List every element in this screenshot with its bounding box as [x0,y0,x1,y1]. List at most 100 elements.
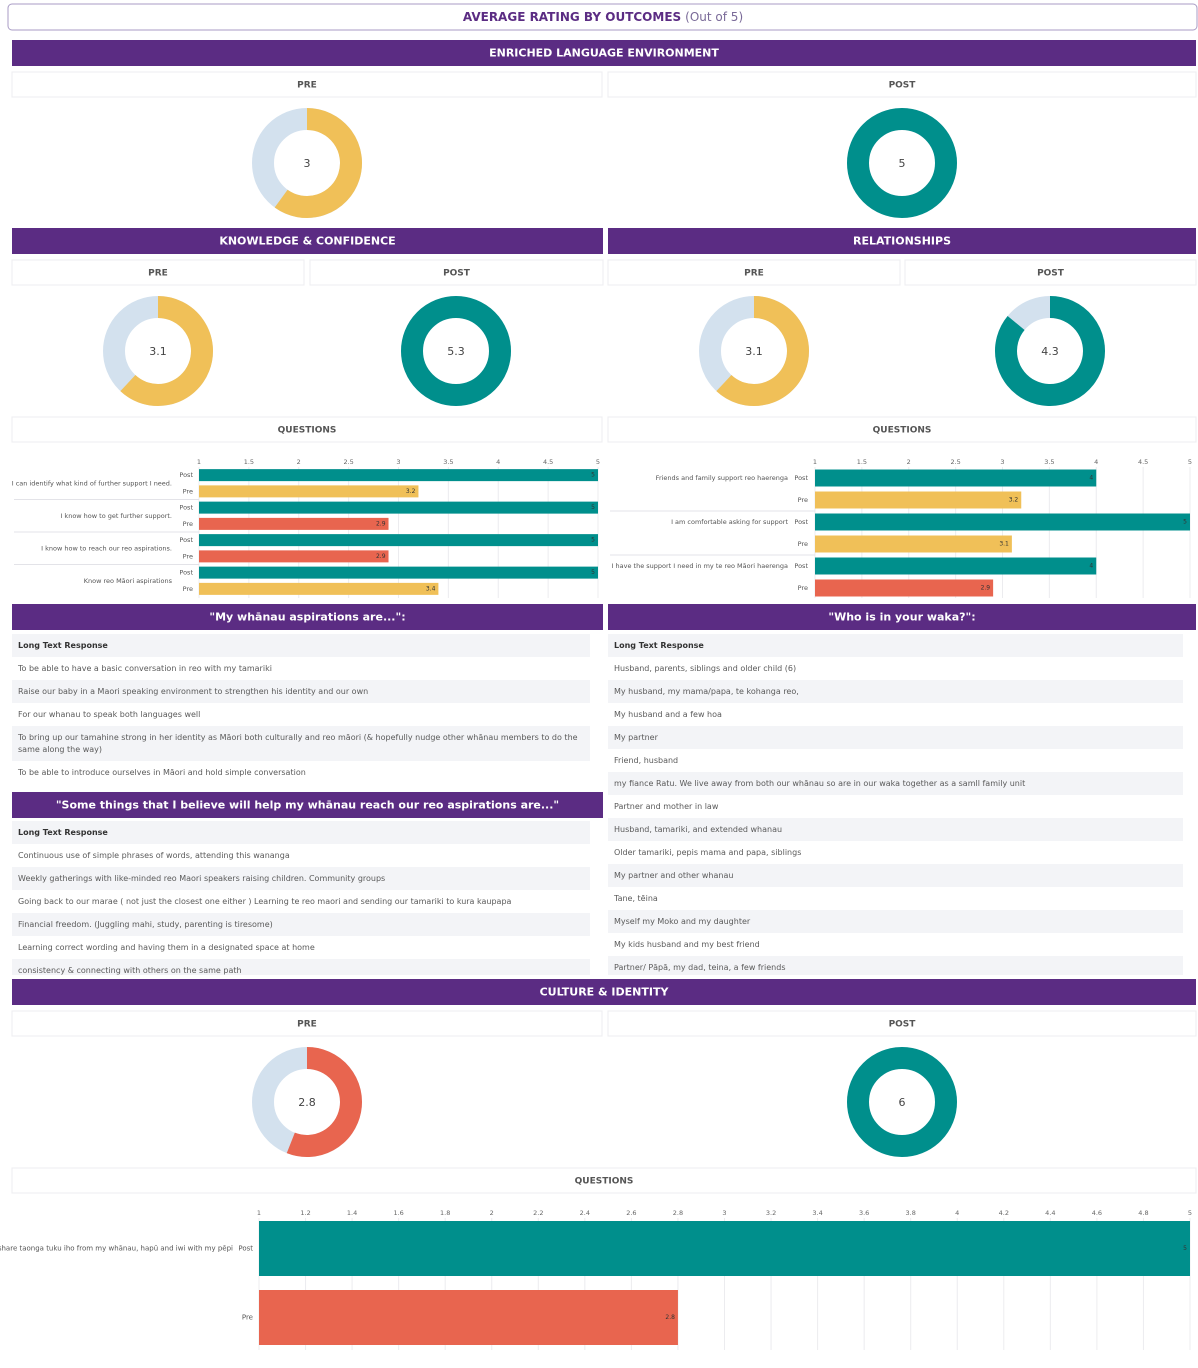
response-table: Long Text Response Continuous use of simp… [12,821,590,975]
bar [815,491,1022,509]
section-title: ENRICHED LANGUAGE ENVIRONMENT [489,47,719,60]
x-tick-label: 4 [496,458,500,466]
x-tick-label: 4.6 [1092,1209,1102,1217]
table-row: Going back to our marae ( not just the c… [18,896,512,906]
bar [815,469,1097,487]
donut-arc [120,296,213,406]
section-title: "My whānau aspirations are...": [209,611,405,624]
header-box [7,3,1198,31]
panel-title: PRE [297,1020,317,1030]
x-tick-label: 3.2 [766,1209,776,1217]
bar-value-label: 5 [1183,519,1187,526]
x-tick-label: 5 [1188,458,1192,466]
section-title: "Some things that I believe will help my… [56,799,559,812]
bar-value-label: 5 [591,504,595,511]
x-tick-label: 3.6 [859,1209,869,1217]
section-bar [12,792,603,818]
section-bar [12,228,603,254]
bar-value-label: 3.2 [1009,497,1019,504]
series-label: Post [179,569,193,577]
x-tick-label: 1.8 [440,1209,450,1217]
series-label: Post [238,1245,253,1253]
donut-arc [995,296,1105,406]
table-row: To bring up our tamahine strong in her i… [12,726,590,761]
x-tick-label: 4.5 [1138,458,1148,466]
x-tick-label: 4.8 [1138,1209,1148,1217]
x-tick-label: 1.6 [393,1209,403,1217]
x-tick-label: 5 [1188,1209,1192,1217]
series-label: Pre [798,540,808,548]
table-row: Weekly gatherings with like-minded reo M… [12,867,590,890]
header-subtitle: (Out of 5) [685,10,743,24]
bar [199,501,598,514]
x-tick-label: 2.6 [626,1209,636,1217]
table-row: To be able to introduce ourselves in Māo… [18,767,306,777]
series-label: Post [794,562,808,570]
bar [199,517,389,530]
x-tick-label: 4.2 [999,1209,1009,1217]
table-row: my fiance Ratu. We live away from both o… [608,772,1183,795]
x-tick-label: 1.2 [300,1209,310,1217]
series-label: Pre [242,1314,253,1322]
header-title: AVERAGE RATING BY OUTCOMES (Out of 5) [463,10,743,24]
panel-title: QUESTIONS [278,426,337,436]
x-tick-label: 1.4 [347,1209,357,1217]
panel-header [607,416,1197,443]
table-row: To be able to have a basic conversation … [18,663,272,673]
table-row: My partner [608,726,1183,749]
panel-header [607,1010,1197,1037]
bar [259,1290,678,1345]
category-label: I can identify what kind of further supp… [12,479,172,487]
x-tick-label: 3.4 [812,1209,822,1217]
section-title: RELATIONSHIPS [853,235,951,248]
x-tick-label: 1.5 [244,458,254,466]
bar-value-label: 3.2 [406,488,416,495]
bar-value-label: 5 [591,472,595,479]
section-title: CULTURE & IDENTITY [540,986,670,999]
table-row: Husband, parents, siblings and older chi… [614,663,797,673]
panel-title: POST [1037,269,1065,279]
section-bar [12,604,603,630]
x-tick-label: 2.5 [343,458,353,466]
category-label: I share taonga tuku iho from my whānau, … [0,1245,233,1253]
series-label: Pre [798,496,808,504]
donut-arc [274,108,362,218]
category-label: I know how to get further support. [60,512,172,520]
donut-value: 6 [899,1096,906,1109]
bar [199,534,598,547]
series-label: Pre [183,487,193,495]
x-tick-label: 3 [1000,458,1004,466]
x-tick-label: 1.5 [857,458,867,466]
header-title-main: AVERAGE RATING BY OUTCOMES [463,10,681,24]
x-tick-label: 3.5 [443,458,453,466]
response-table: Long Text Response To be able to have a b… [12,634,590,790]
donut-arc [847,108,957,218]
donut-value: 5 [899,157,906,170]
panel-header [11,259,305,286]
table-header: Long Text Response [12,634,590,657]
x-tick-label: 3.8 [906,1209,916,1217]
bar-value-label: 4 [1089,475,1093,482]
bar [199,550,389,563]
section-bar [12,979,1196,1005]
donut-value: 4.3 [1041,345,1059,358]
x-tick-label: 2 [490,1209,494,1217]
donut-arc [716,296,809,406]
panel-header [904,259,1197,286]
panel-header [11,1010,603,1037]
series-label: Pre [798,584,808,592]
x-tick-label: 2.2 [533,1209,543,1217]
section-title: KNOWLEDGE & CONFIDENCE [219,235,395,248]
x-tick-label: 4 [955,1209,959,1217]
panel-header [11,416,603,443]
bar-value-label: 5 [591,569,595,576]
x-tick-label: 2 [907,458,911,466]
series-label: Pre [183,520,193,528]
bar [199,582,439,595]
x-tick-label: 2.8 [673,1209,683,1217]
x-tick-label: 1 [813,458,817,466]
table-row: consistency & connecting with others on … [12,959,590,975]
table-row: My husband, my mama/papa, te kohanga reo… [608,680,1183,703]
